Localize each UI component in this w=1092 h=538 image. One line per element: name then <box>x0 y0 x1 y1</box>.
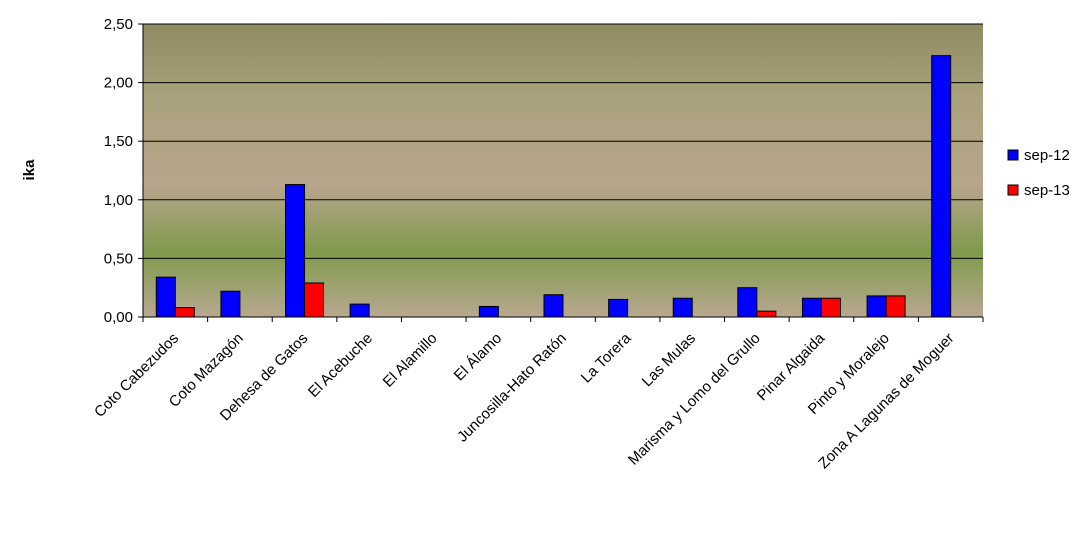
legend-swatch <box>1007 184 1019 196</box>
bar <box>349 303 370 318</box>
x-tick-label: Zona A Lagunas de Moguer <box>815 330 957 472</box>
bar <box>608 298 629 318</box>
legend-label: sep-13 <box>1024 182 1070 199</box>
x-tick-label: El Acebuche <box>305 330 376 401</box>
x-tick-label: El Alamillo <box>380 330 441 391</box>
bar <box>543 294 564 318</box>
plot-background <box>143 24 983 317</box>
legend-swatch <box>1007 149 1019 161</box>
x-tick-label: Marisma y Lomo del Grullo <box>625 330 764 469</box>
x-tick-label: Juncosilla-Hato Ratón <box>454 330 570 446</box>
bar <box>304 282 325 318</box>
y-axis-title: ika <box>21 159 38 181</box>
bar <box>866 295 887 318</box>
y-tick-label: 2,00 <box>104 75 133 92</box>
x-tick-label: La Torera <box>578 329 635 386</box>
bar <box>155 276 176 318</box>
y-tick-label: 2,50 <box>104 16 133 33</box>
bar <box>478 305 499 318</box>
bar <box>220 290 241 318</box>
bar <box>285 184 306 318</box>
y-tick-label: 1,00 <box>104 192 133 209</box>
x-tick-label: Coto Cabezudos <box>91 330 182 421</box>
y-tick-label: 0,50 <box>104 250 133 267</box>
bar <box>801 297 822 318</box>
bar <box>820 297 841 318</box>
y-tick-label: 0,00 <box>104 309 133 326</box>
bar <box>174 307 195 318</box>
x-tick-label: Las Mulas <box>639 330 699 390</box>
y-tick-label: 1,50 <box>104 133 133 150</box>
legend-label: sep-12 <box>1024 147 1070 164</box>
bar <box>672 297 693 318</box>
bar <box>885 295 906 318</box>
x-tick-label: El Álamo <box>451 330 505 384</box>
bar <box>756 310 777 318</box>
bar <box>931 55 952 318</box>
bar <box>737 287 758 318</box>
